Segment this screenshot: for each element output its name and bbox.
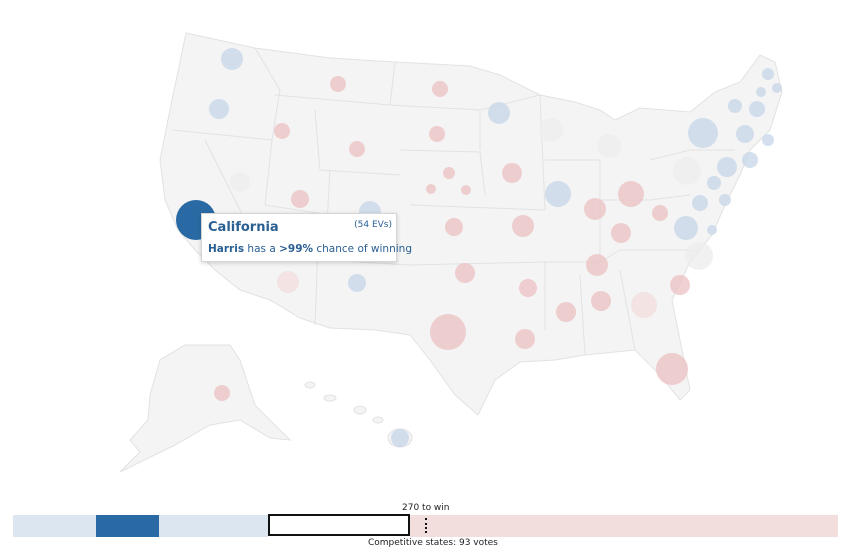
tooltip-tail: chance of winning <box>313 243 412 255</box>
bubble-maine[interactable] <box>762 68 774 80</box>
tooltip-chance-line: Harris has a >99% chance of winning <box>208 243 412 255</box>
tooltip-candidate: Harris <box>208 243 245 255</box>
bubble-kentucky[interactable] <box>611 223 631 243</box>
bubble-small-state[interactable] <box>692 195 708 211</box>
bubble-idaho[interactable] <box>274 123 290 139</box>
bubble-mississippi[interactable] <box>556 302 576 322</box>
bubble-michigan[interactable] <box>597 134 621 158</box>
bubble-utah[interactable] <box>291 190 309 208</box>
bubble-washington[interactable] <box>221 48 243 70</box>
alaska <box>119 344 292 473</box>
tooltip-chance: >99% <box>279 243 314 255</box>
bubble-south-dakota[interactable] <box>429 126 445 142</box>
bar-segment-competitive[interactable] <box>267 515 411 537</box>
win-threshold-label: 270 to win <box>402 503 450 513</box>
state-tooltip: California (54 EVs) Harris has a >99% ch… <box>201 213 412 262</box>
competitive-states-box[interactable] <box>267 514 411 536</box>
bubble-alaska[interactable] <box>214 385 230 401</box>
bubble-small-state[interactable] <box>426 184 436 194</box>
bar-segment-rep-light[interactable] <box>410 515 838 537</box>
bubble-iowa[interactable] <box>502 163 522 183</box>
bubble-small-state[interactable] <box>742 152 758 168</box>
bubble-new-york[interactable] <box>688 118 718 148</box>
bubble-small-state[interactable] <box>736 125 754 143</box>
bubble-small-state[interactable] <box>707 176 721 190</box>
bubble-small-state[interactable] <box>461 185 471 195</box>
bubble-arkansas[interactable] <box>519 279 537 297</box>
competitive-states-label: Competitive states: 93 votes <box>368 538 498 548</box>
bubble-wyoming[interactable] <box>349 141 365 157</box>
bubble-oklahoma[interactable] <box>455 263 475 283</box>
bubble-small-state[interactable] <box>762 134 774 146</box>
bubble-nebraska[interactable] <box>443 167 455 179</box>
bubble-kansas[interactable] <box>445 218 463 236</box>
bubble-small-state[interactable] <box>749 101 765 117</box>
tooltip-electoral-votes: (54 EVs) <box>354 220 392 230</box>
bubble-west-virginia[interactable] <box>652 205 668 221</box>
win-threshold-marker <box>425 518 427 533</box>
bubble-small-state[interactable] <box>719 194 731 206</box>
bubble-small-state[interactable] <box>772 83 782 93</box>
tooltip-state-name: California <box>208 220 279 235</box>
bubble-south-carolina[interactable] <box>670 275 690 295</box>
bubble-small-state[interactable] <box>707 225 717 235</box>
bar-segment-dem-light[interactable] <box>158 515 268 537</box>
bubble-small-state[interactable] <box>728 99 742 113</box>
bubble-arizona[interactable] <box>277 271 299 293</box>
bar-segment-dem-safe-highlight[interactable] <box>95 515 159 537</box>
bubble-missouri[interactable] <box>512 215 534 237</box>
bubble-illinois[interactable] <box>545 181 571 207</box>
us-electoral-map <box>119 32 783 473</box>
bubble-pennsylvania[interactable] <box>673 157 701 185</box>
bubble-new-mexico[interactable] <box>348 274 366 292</box>
bubble-tennessee[interactable] <box>586 254 608 276</box>
bar-segment-dem-light[interactable] <box>13 515 96 537</box>
bubble-small-state[interactable] <box>717 157 737 177</box>
bubble-virginia[interactable] <box>674 216 698 240</box>
bubble-texas[interactable] <box>430 314 466 350</box>
bubble-louisiana[interactable] <box>515 329 535 349</box>
bubble-north-dakota[interactable] <box>432 81 448 97</box>
bubble-montana[interactable] <box>330 76 346 92</box>
state-bubbles <box>176 48 782 447</box>
bubble-indiana[interactable] <box>584 198 606 220</box>
bubble-florida[interactable] <box>656 353 688 385</box>
bubble-small-state[interactable] <box>756 87 766 97</box>
bubble-minnesota[interactable] <box>488 102 510 124</box>
bubble-hawaii[interactable] <box>391 429 409 447</box>
tooltip-connector: has a <box>244 243 280 255</box>
bubble-north-carolina[interactable] <box>685 242 713 270</box>
bubble-georgia[interactable] <box>631 292 657 318</box>
bubble-nevada[interactable] <box>230 172 250 192</box>
bubble-ohio[interactable] <box>618 181 644 207</box>
bubble-oregon[interactable] <box>209 99 229 119</box>
electoral-vote-bar <box>13 515 838 537</box>
bubble-alabama[interactable] <box>591 291 611 311</box>
bubble-wisconsin[interactable] <box>539 118 563 142</box>
